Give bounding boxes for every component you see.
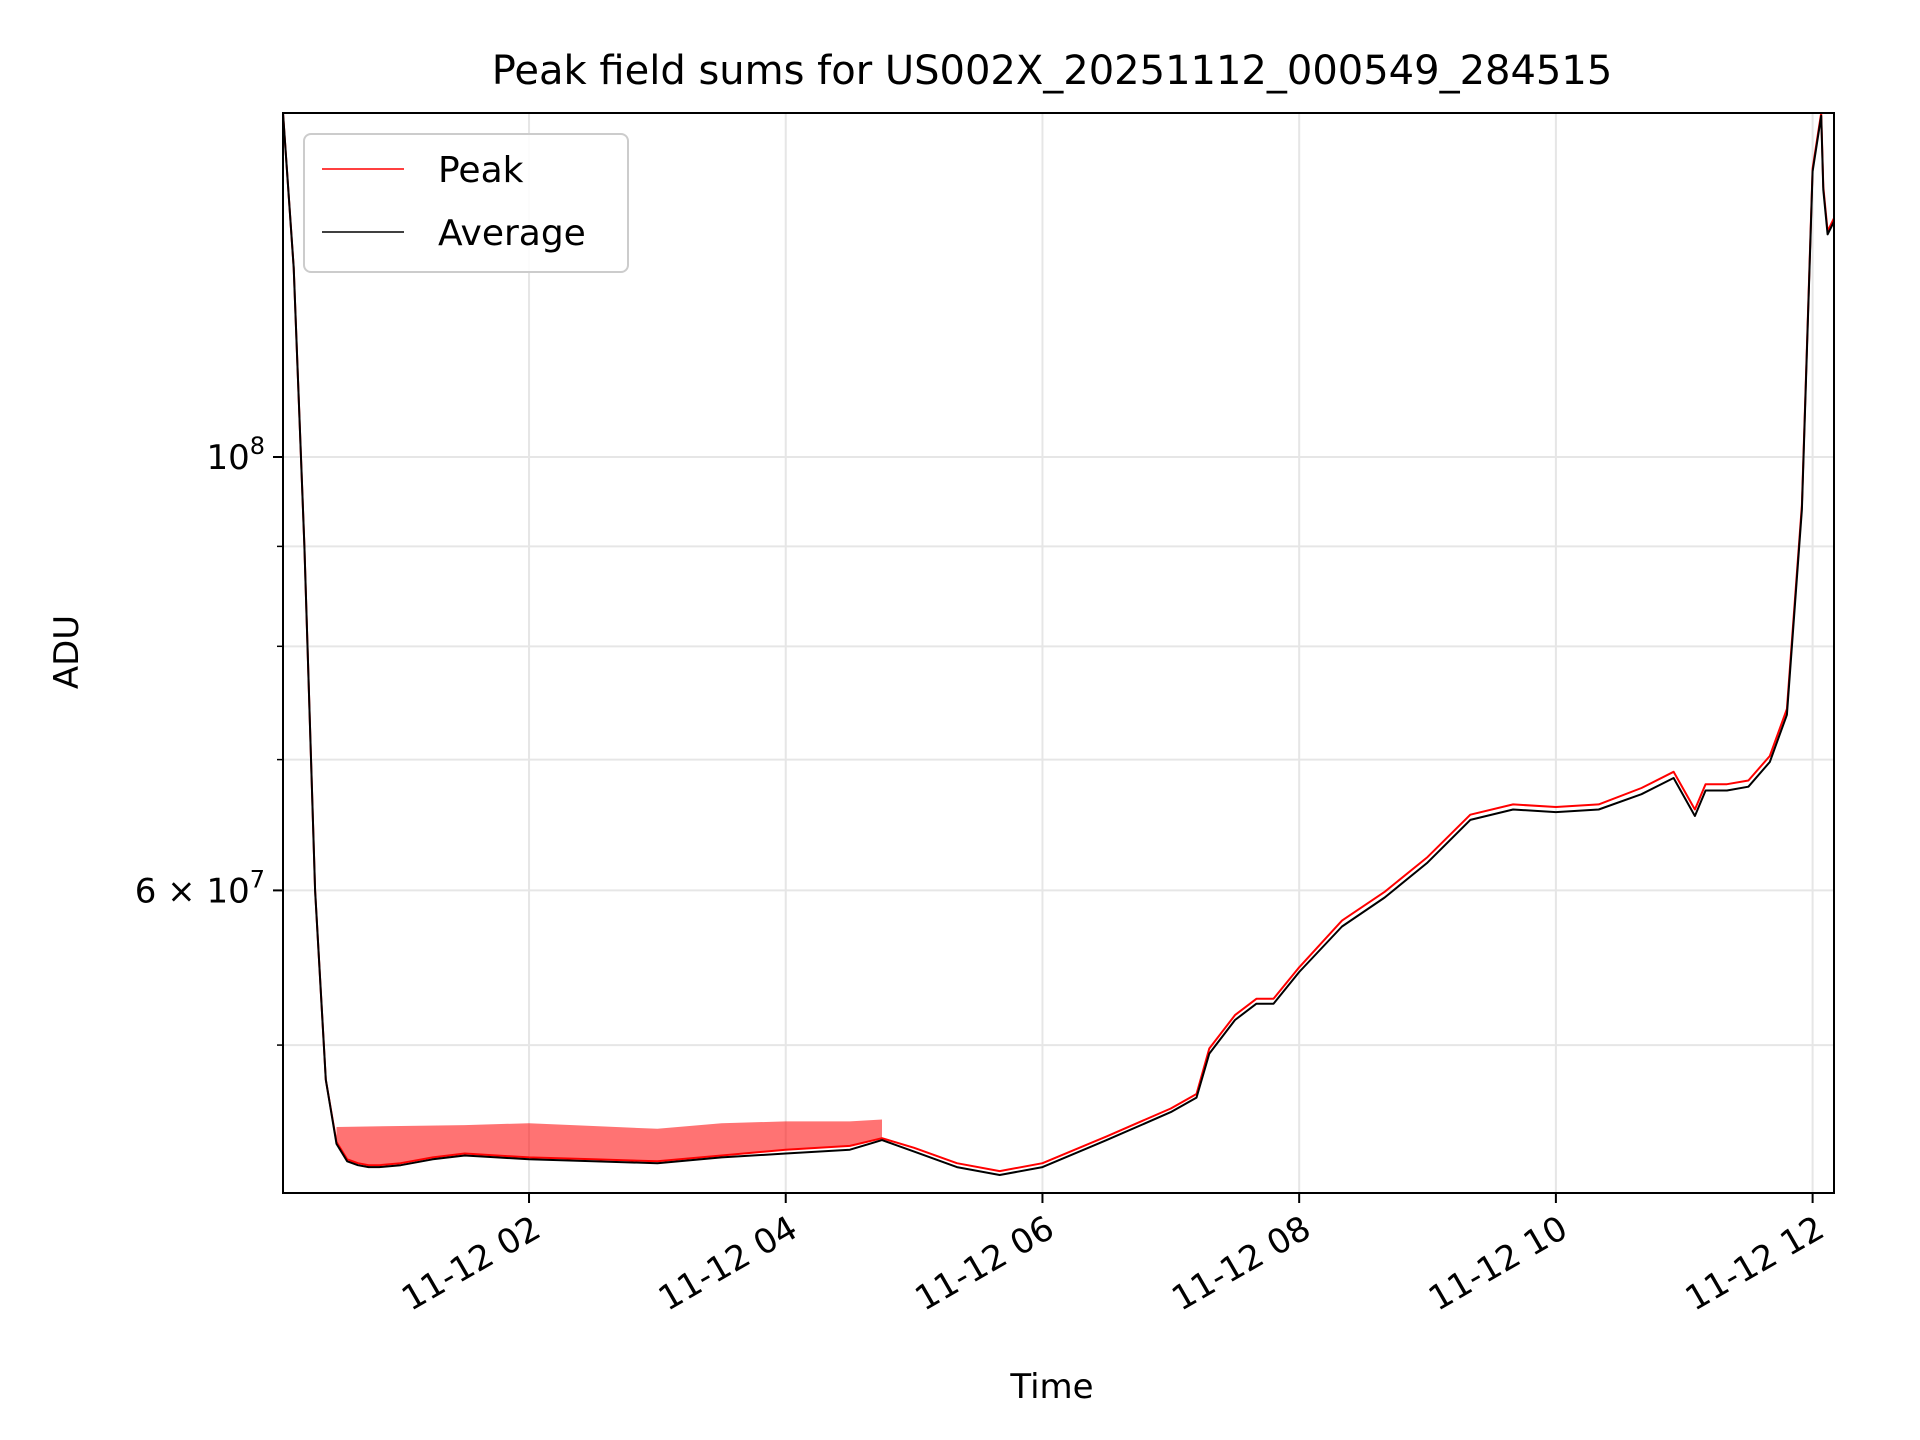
- x-tick-label: 11-12 12: [1679, 1208, 1831, 1319]
- y-tick-label: 108: [206, 432, 265, 478]
- legend-peak-label: Peak: [438, 150, 524, 191]
- plot-area-frame: [282, 112, 1835, 1194]
- grid-lines: [283, 113, 1834, 1193]
- peak-spike-band: [336, 1119, 882, 1166]
- x-tick-label: 11-12 08: [1165, 1208, 1317, 1319]
- legend-average-label: Average: [438, 213, 586, 254]
- x-tick-label: 11-12 06: [909, 1208, 1061, 1319]
- legend: Peak Average: [303, 133, 629, 273]
- x-tick-label: 11-12 04: [652, 1208, 804, 1319]
- x-axis: 11-12 02 11-12 04 11-12 06 11-12 08 11-12 10…: [395, 1193, 1831, 1319]
- series-peak: [282, 112, 1835, 1173]
- series-line-average: [282, 112, 1835, 1176]
- series-average: [282, 112, 1835, 1176]
- x-axis-label: Time: [1009, 1367, 1093, 1407]
- y-axis: 108 6 × 107: [135, 432, 283, 1046]
- series-layer: [282, 112, 1835, 1176]
- series-line-peak: [282, 112, 1835, 1173]
- y-tick-label: 6 × 107: [135, 865, 265, 911]
- x-tick-label: 11-12 02: [395, 1208, 547, 1319]
- chart-title: Peak field sums for US002X_20251112_0005…: [492, 48, 1613, 94]
- y-axis-label: ADU: [47, 615, 87, 689]
- x-tick-label: 11-12 10: [1422, 1208, 1574, 1319]
